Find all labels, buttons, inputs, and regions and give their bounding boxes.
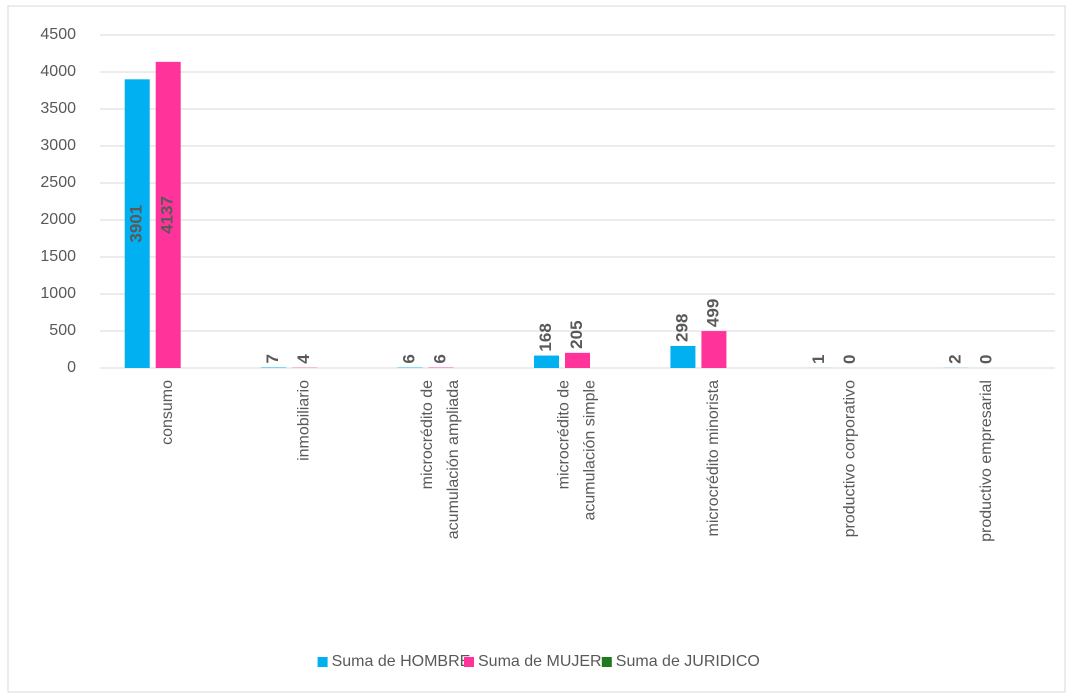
y-tick-label: 2000 <box>40 211 76 228</box>
data-label: 298 <box>672 314 691 342</box>
bar <box>155 61 181 368</box>
legend-swatch <box>464 657 474 667</box>
data-label: 1 <box>809 354 828 363</box>
data-label: 7 <box>263 354 282 363</box>
x-tick-label: microcrédito de acumulación simple <box>556 380 599 521</box>
y-tick-label: 0 <box>67 359 76 376</box>
y-tick-label: 1000 <box>40 285 76 302</box>
x-tick-label: microcrédito minorista <box>705 380 722 537</box>
y-tick-label: 4500 <box>40 26 76 43</box>
data-label: 6 <box>400 354 419 363</box>
legend-swatch <box>601 657 612 667</box>
x-tick-label: microcrédito de acumulación ampliada <box>419 380 462 539</box>
y-tick-label: 3500 <box>40 100 76 117</box>
y-tick-label: 3000 <box>40 137 76 154</box>
legend-swatch <box>317 657 328 667</box>
bar <box>670 345 696 368</box>
legend-label: Suma de MUJER <box>478 653 602 670</box>
y-tick-label: 4000 <box>40 63 76 80</box>
legend-label: Suma de JURIDICO <box>616 653 760 670</box>
legend-label: Suma de HOMBRE <box>332 653 471 670</box>
bar <box>565 352 590 368</box>
x-tick-label: productivo empresarial <box>978 380 995 542</box>
y-tick-label: 500 <box>49 322 76 339</box>
y-tick-label: 2500 <box>40 174 76 191</box>
data-label: 3901 <box>127 205 146 243</box>
data-label: 205 <box>567 320 586 348</box>
bar <box>124 79 150 369</box>
data-label: 0 <box>976 355 995 364</box>
bar <box>261 367 287 368</box>
x-tick-label: productivo corporativo <box>842 380 859 538</box>
x-tick-label: inmobiliario <box>296 380 313 461</box>
y-tick-label: 1500 <box>40 248 76 265</box>
data-label: 2 <box>945 354 964 363</box>
x-tick-label: consumo <box>159 380 176 445</box>
data-label: 6 <box>431 354 450 363</box>
data-label: 4137 <box>158 196 177 234</box>
data-label: 0 <box>840 355 859 364</box>
data-label: 168 <box>536 323 555 351</box>
bar <box>534 355 559 368</box>
bar <box>701 331 727 368</box>
data-label: 4 <box>294 354 313 364</box>
chart-border <box>7 5 1066 693</box>
data-label: 499 <box>703 299 722 327</box>
